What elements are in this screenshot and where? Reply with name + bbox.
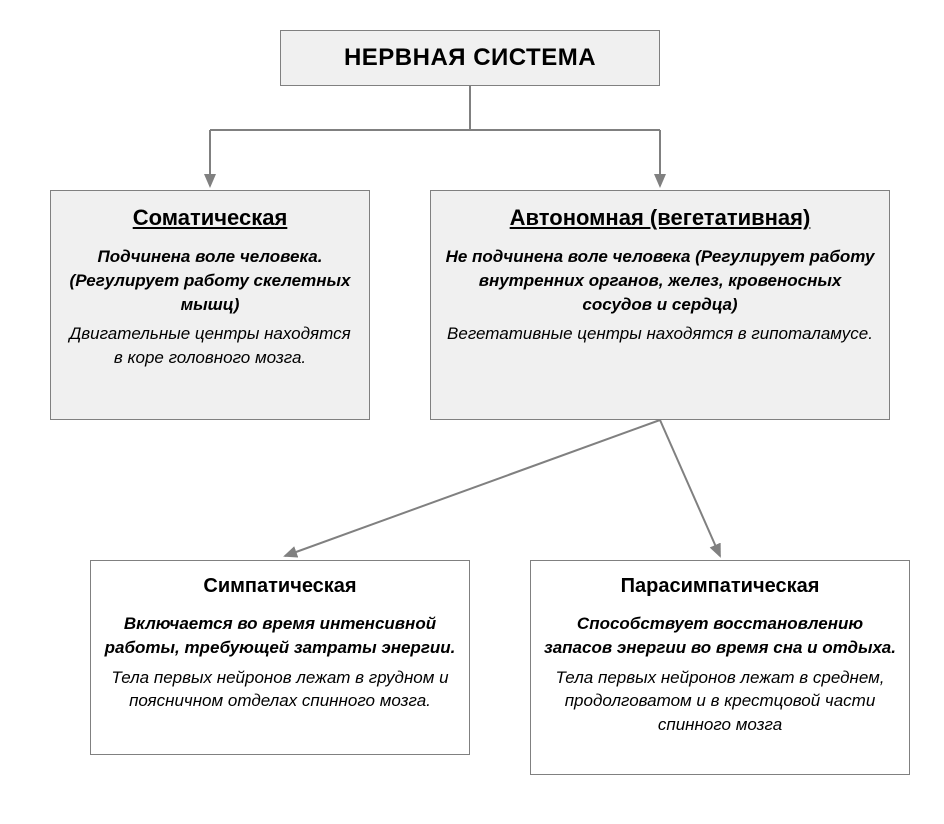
sympathetic-bold: Включается во время интенсивной работы, … (103, 612, 457, 660)
somatic-italic: Двигательные центры находятся в коре гол… (63, 322, 357, 370)
sympathetic-heading: Симпатическая (103, 575, 457, 598)
node-somatic: Соматическая Подчинена воле человека. (Р… (50, 190, 370, 420)
autonomic-italic: Вегетативные центры находятся в гипотала… (443, 322, 877, 346)
node-parasympathetic: Парасимпатическая Способствует восстанов… (530, 560, 910, 775)
parasympathetic-italic: Тела первых нейронов лежат в среднем, пр… (543, 666, 897, 737)
somatic-bold: Подчинена воле человека. (Регулирует раб… (63, 245, 357, 316)
node-sympathetic: Симпатическая Включается во время интенс… (90, 560, 470, 755)
somatic-heading: Соматическая (63, 205, 357, 231)
autonomic-heading: Автономная (вегетативная) (443, 205, 877, 231)
parasympathetic-heading: Парасимпатическая (543, 575, 897, 598)
root-title: НЕРВНАЯ СИСТЕМА (344, 44, 596, 72)
parasympathetic-bold: Способствует восстановлению запасов энер… (543, 612, 897, 660)
autonomic-bold: Не подчинена воле человека (Регулирует р… (443, 245, 877, 316)
node-autonomic: Автономная (вегетативная) Не подчинена в… (430, 190, 890, 420)
node-root: НЕРВНАЯ СИСТЕМА (280, 30, 660, 86)
sympathetic-italic: Тела первых нейронов лежат в грудном и п… (103, 666, 457, 714)
